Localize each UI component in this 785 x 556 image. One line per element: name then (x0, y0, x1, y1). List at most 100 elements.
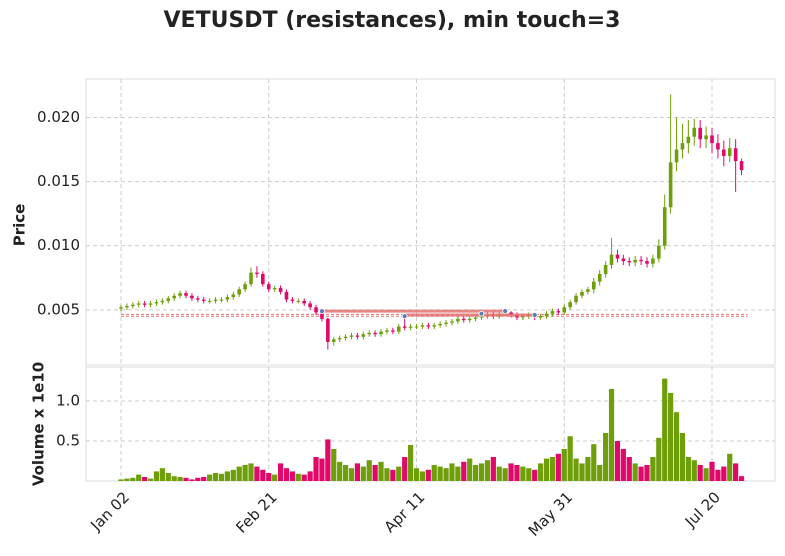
volume-bar (727, 453, 733, 481)
touch-marker (319, 308, 325, 315)
volume-bar (295, 473, 301, 481)
candle-body (196, 298, 200, 300)
volume-bar (224, 471, 230, 481)
volume-bar (390, 469, 396, 481)
touch-marker (531, 312, 538, 318)
volume-bar (526, 468, 532, 481)
candle-body (225, 297, 230, 300)
candle-body (125, 306, 129, 308)
volume-bar (413, 468, 420, 481)
volume-bar (638, 466, 644, 481)
candle-body (716, 143, 720, 150)
volume-bar (419, 471, 426, 481)
candle-body (131, 304, 135, 307)
candle-body (278, 288, 283, 292)
volume-bar (354, 463, 360, 481)
volume-bar (142, 477, 148, 481)
candle-body (544, 313, 549, 317)
volume-bar (272, 474, 278, 481)
volume-bar (585, 457, 591, 481)
volume-bar (697, 465, 703, 481)
volume-bar (668, 393, 674, 481)
volume-bar (644, 465, 650, 481)
touch-marker (401, 313, 408, 320)
candle-body (609, 254, 614, 265)
volume-bar (177, 477, 183, 481)
candle-body (396, 326, 401, 332)
candle-body (586, 289, 590, 292)
volume-bar (502, 468, 508, 481)
candle-body (166, 298, 171, 301)
candle-body (479, 316, 484, 318)
y-tick-label: 0.010 (37, 236, 80, 254)
volume-bar (195, 477, 201, 481)
candle-body (432, 325, 437, 327)
candle-body (367, 332, 372, 335)
candle-body (727, 148, 732, 156)
candle-body (538, 316, 543, 318)
candle-body (722, 149, 726, 156)
candle-body (639, 259, 643, 262)
volume-bar (118, 479, 124, 481)
touch-marker (478, 310, 485, 317)
volume-bar (431, 465, 437, 481)
candle-body (680, 143, 685, 150)
volume-bar (325, 439, 331, 481)
candle-body (420, 325, 425, 327)
candle-body (284, 291, 289, 300)
volume-bar (555, 453, 561, 481)
candle-body (302, 300, 307, 304)
volume-bar (484, 460, 491, 481)
candle-body (337, 338, 342, 340)
candle-body (580, 291, 584, 296)
candle-body (674, 149, 679, 163)
volume-bar (573, 458, 579, 481)
volume-axis-label: Volume x 1e10 (30, 362, 48, 486)
y-axis-label: Price (11, 204, 29, 247)
volume-bar (147, 478, 154, 481)
volume-bar (579, 463, 585, 481)
candle-body (349, 335, 354, 337)
candle-body (521, 316, 525, 318)
volume-bar (685, 457, 691, 481)
candle-body (296, 300, 301, 302)
volume-bar (159, 468, 165, 481)
volume-bar (709, 461, 715, 481)
volume-bar (242, 465, 248, 481)
volume-bar (733, 463, 739, 481)
volume-bar (201, 477, 207, 481)
candle-body (698, 127, 702, 140)
volume-bar (603, 433, 609, 481)
candle-body (231, 294, 236, 298)
candle-body (326, 318, 330, 342)
candle-body (243, 284, 247, 290)
candle-body (633, 259, 637, 263)
volume-bar (738, 476, 745, 481)
candle-body (692, 127, 697, 137)
candle-body (172, 295, 176, 299)
volume-bar (691, 460, 697, 481)
candle-body (320, 312, 324, 319)
volume-bar (508, 463, 514, 481)
candle-body (662, 207, 667, 246)
candle-body (704, 135, 708, 140)
volume-bar (254, 466, 260, 481)
volume-bar (449, 463, 455, 481)
volume-bar (277, 463, 284, 481)
candle-body (473, 317, 478, 319)
volume-bar (656, 437, 662, 481)
candle-body (408, 326, 413, 328)
volume-bar (425, 469, 431, 481)
candle-body (272, 288, 277, 290)
volume-bar (549, 457, 556, 481)
candle-body (361, 334, 366, 337)
candle-body (615, 254, 620, 259)
volume-bar (130, 477, 136, 481)
volume-bar (230, 469, 236, 481)
volume-bar (396, 466, 402, 481)
candle-body (266, 284, 271, 290)
volume-bar (662, 378, 668, 481)
volume-bar (650, 457, 656, 481)
volume-bar (679, 433, 686, 481)
